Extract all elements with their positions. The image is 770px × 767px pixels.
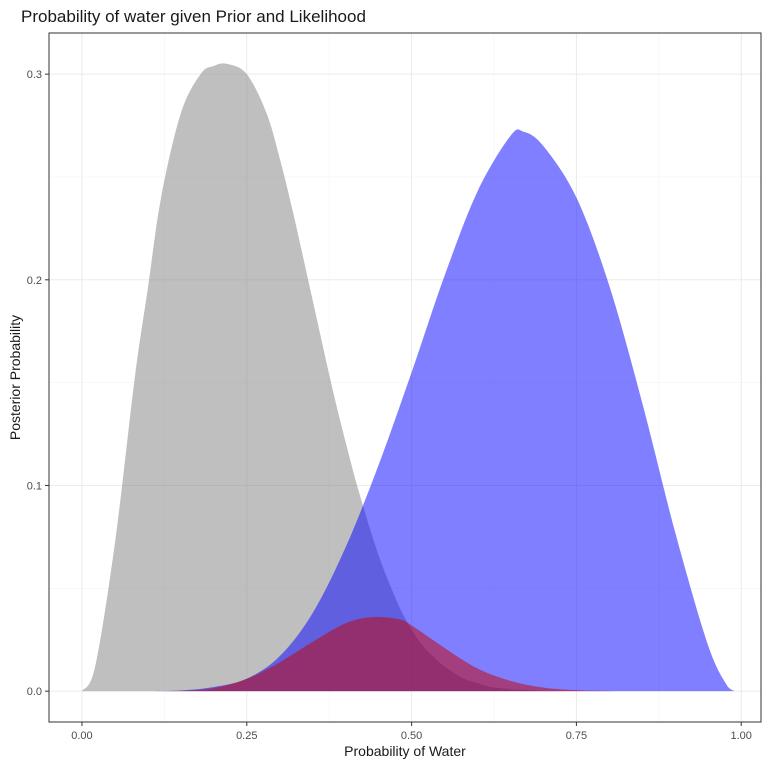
y-axis-title: Posterior Probability bbox=[7, 315, 23, 440]
x-tick-label: 1.00 bbox=[731, 730, 752, 742]
x-tick-label: 0.25 bbox=[236, 730, 257, 742]
y-tick-label: 0.0 bbox=[27, 686, 42, 698]
x-tick-label: 0.00 bbox=[71, 730, 92, 742]
y-tick-label: 0.3 bbox=[27, 69, 42, 81]
y-axis: 0.0 0.1 0.2 0.3 bbox=[27, 69, 49, 698]
series-area-1 bbox=[81, 63, 577, 692]
y-tick-label: 0.1 bbox=[27, 480, 42, 492]
x-axis: 0.00 0.25 0.50 0.75 1.00 bbox=[71, 722, 752, 742]
chart-title: Probability of water given Prior and Lik… bbox=[21, 7, 366, 26]
series-area-2 bbox=[147, 129, 735, 692]
series-area-3 bbox=[147, 616, 636, 692]
x-tick-label: 0.50 bbox=[401, 730, 422, 742]
x-axis-title: Probability of Water bbox=[344, 743, 466, 759]
y-tick-label: 0.2 bbox=[27, 275, 42, 287]
x-tick-label: 0.75 bbox=[566, 730, 587, 742]
panel-border bbox=[48, 32, 762, 723]
series-areas bbox=[81, 63, 735, 692]
